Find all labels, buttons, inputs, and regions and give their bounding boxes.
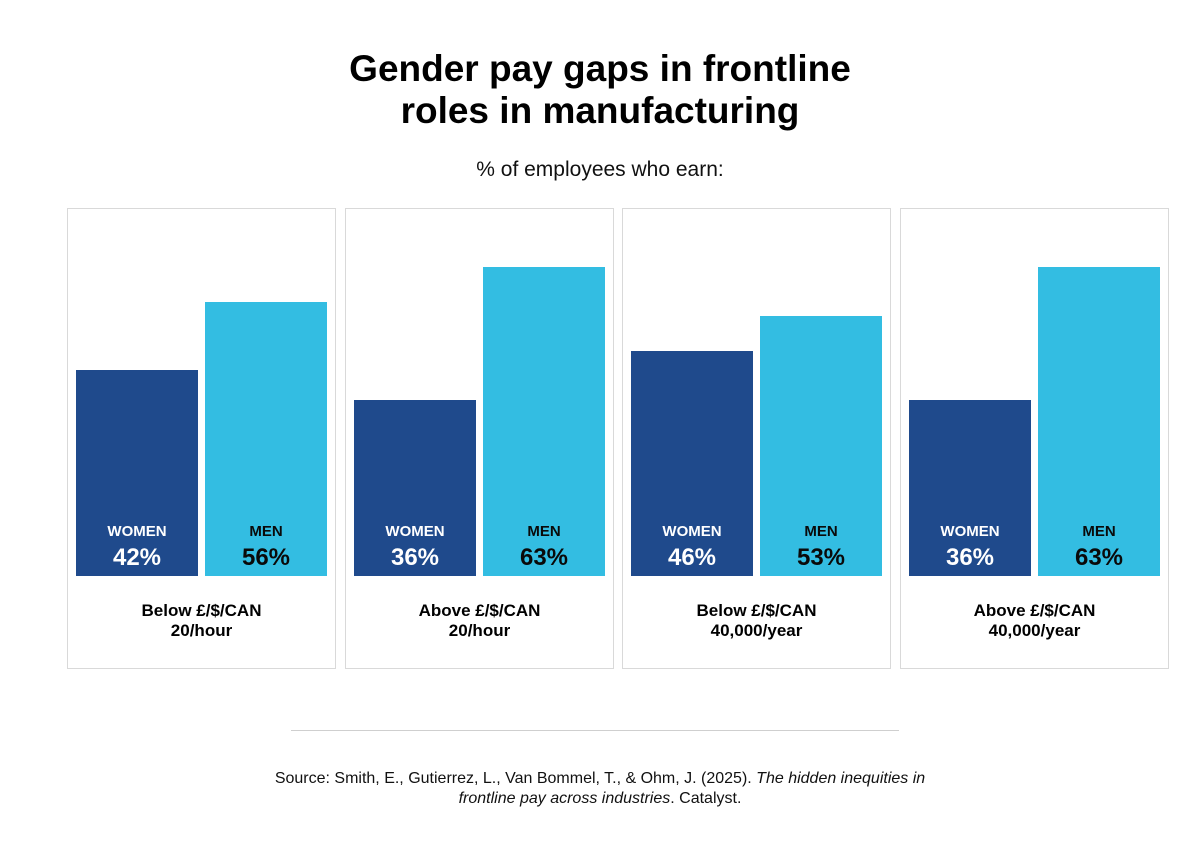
bar-value-label: 36% xyxy=(945,544,995,571)
bar-series-label: WOMEN xyxy=(385,523,445,540)
bar-men: MEN 53% xyxy=(760,316,882,576)
bar-women: WOMEN 36% xyxy=(354,400,476,576)
bar-men: MEN 63% xyxy=(483,267,605,576)
title-line-2: roles in manufacturing xyxy=(400,90,800,131)
bar-series-label: MEN xyxy=(804,523,838,540)
source-title-part1: The hidden inequities in xyxy=(756,770,926,787)
category-label-line: 40,000/year xyxy=(710,621,803,640)
bar-series-label: MEN xyxy=(249,523,283,540)
category-label-line: Below £/$/CAN xyxy=(696,601,817,620)
bar-value-label: 56% xyxy=(241,544,291,571)
chart-panel: WOMEN 36% MEN 63% Above £/$/CAN 20/hour xyxy=(345,208,614,669)
bar-value-label: 63% xyxy=(1074,544,1124,571)
source-prefix: Source: Smith, E., Gutierrez, L., Van Bo… xyxy=(274,770,757,787)
chart-subtitle: % of employees who earn: xyxy=(476,158,724,181)
bar-series-label: WOMEN xyxy=(662,523,722,540)
category-label-line: 20/hour xyxy=(170,621,233,640)
bar-series-label: MEN xyxy=(527,523,561,540)
category-label-line: Above £/$/CAN xyxy=(973,601,1096,620)
bar-series-label: WOMEN xyxy=(940,523,1000,540)
source-suffix: . Catalyst. xyxy=(670,790,742,807)
category-label-line: 40,000/year xyxy=(988,621,1081,640)
category-label: Above £/$/CAN 20/hour xyxy=(346,601,613,641)
bar-series-label: WOMEN xyxy=(107,523,167,540)
source-title-part2: frontline pay across industries xyxy=(458,790,671,807)
source-note: Source: Smith, E., Gutierrez, L., Van Bo… xyxy=(0,769,1200,809)
bar-value-label: 36% xyxy=(390,544,440,571)
bar-women: WOMEN 36% xyxy=(909,400,1031,576)
chart-title: Gender pay gaps in frontline roles in ma… xyxy=(0,48,1200,132)
chart-panel: WOMEN 42% MEN 56% Below £/$/CAN 20/hour xyxy=(67,208,336,669)
bar-series-label: MEN xyxy=(1082,523,1116,540)
chart-panel: WOMEN 36% MEN 63% Above £/$/CAN 40,000/year xyxy=(900,208,1169,669)
bar-women: WOMEN 42% xyxy=(76,370,198,576)
category-label-line: Below £/$/CAN xyxy=(141,601,262,620)
bar-value-label: 63% xyxy=(519,544,569,571)
bar-men: MEN 56% xyxy=(205,302,327,576)
bar-value-label: 46% xyxy=(667,544,717,571)
bar-value-label: 42% xyxy=(112,544,162,571)
chart-panel: WOMEN 46% MEN 53% Below £/$/CAN 40,000/year xyxy=(622,208,891,669)
divider xyxy=(291,730,899,731)
category-label-line: 20/hour xyxy=(448,621,511,640)
bar-men: MEN 63% xyxy=(1038,267,1160,576)
category-label: Below £/$/CAN 40,000/year xyxy=(623,601,890,641)
bar-women: WOMEN 46% xyxy=(631,351,753,576)
category-label: Above £/$/CAN 40,000/year xyxy=(901,601,1168,641)
title-line-1: Gender pay gaps in frontline xyxy=(349,48,851,89)
category-label-line: Above £/$/CAN xyxy=(418,601,541,620)
category-label: Below £/$/CAN 20/hour xyxy=(68,601,335,641)
bar-value-label: 53% xyxy=(796,544,846,571)
